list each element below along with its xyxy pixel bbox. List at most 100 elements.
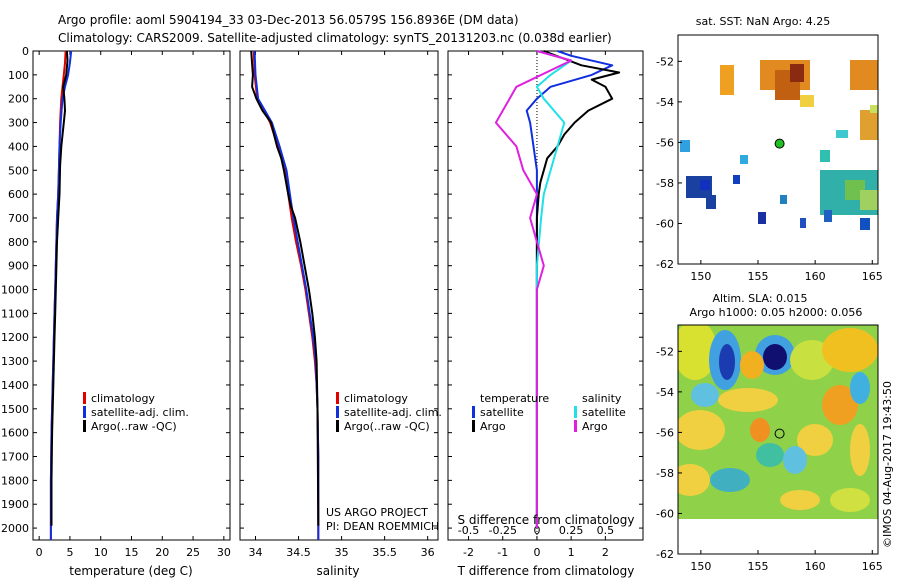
y-tick-label: 1200 bbox=[1, 331, 29, 344]
map-y-tick-label: -54 bbox=[656, 386, 674, 399]
sla-eddy bbox=[691, 383, 719, 407]
sla-map-subtitle: Argo h1000: 0.05 h2000: 0.056 bbox=[690, 306, 863, 319]
credit-line2: PI: DEAN ROEMMICH bbox=[326, 520, 439, 533]
x-tick-label: 2 bbox=[602, 546, 609, 559]
legend-label-argo: Argo(..raw -QC) bbox=[91, 420, 177, 433]
x-tick-label: 0 bbox=[36, 546, 43, 559]
figure-title-line2: Climatology: CARS2009. Satellite-adjuste… bbox=[58, 31, 612, 45]
legend-swatch-climatology bbox=[83, 392, 86, 404]
sst-map-cells bbox=[680, 60, 878, 230]
legend-label-sal-argo: Argo bbox=[582, 420, 608, 433]
legend-swatch-sal-satellite bbox=[574, 406, 577, 418]
map-y-tick-label: -56 bbox=[656, 136, 674, 149]
sst-cell bbox=[860, 218, 870, 230]
map-x-tick-label: 150 bbox=[690, 560, 711, 573]
imos-timestamp: ©IMOS 04-Aug-2017 19:43:50 bbox=[881, 381, 894, 548]
sst-cell bbox=[820, 150, 830, 162]
map-y-tick-label: -62 bbox=[656, 548, 674, 561]
map-y-tick-label: -52 bbox=[656, 345, 674, 358]
legend-swatch-argo bbox=[336, 420, 339, 432]
sla-eddy bbox=[750, 418, 770, 442]
y-tick-label: 2000 bbox=[1, 522, 29, 535]
map-y-tick-label: -52 bbox=[656, 55, 674, 68]
legend-label-satellite: satellite-adj. clim. bbox=[344, 406, 442, 419]
difference-x2label: S difference from climatology bbox=[458, 513, 635, 527]
sla-eddy bbox=[678, 410, 725, 450]
y-tick-label: 300 bbox=[8, 117, 29, 130]
sla-eddy bbox=[850, 372, 870, 404]
x-tick-label: 36 bbox=[421, 546, 435, 559]
difference-xlabel: T difference from climatology bbox=[457, 564, 635, 578]
x-tick-label: 1 bbox=[568, 546, 575, 559]
sla-eddy bbox=[780, 490, 820, 510]
sla-eddy bbox=[710, 468, 750, 492]
x2-tick-label: 0.5 bbox=[597, 524, 615, 537]
y-tick-label: 600 bbox=[8, 188, 29, 201]
series-line-climatology bbox=[252, 50, 320, 540]
x2-tick-label: 0 bbox=[533, 524, 540, 537]
x-tick-label: 15 bbox=[125, 546, 139, 559]
sla-eddy bbox=[719, 344, 735, 380]
series-line-satellite-adj-clim bbox=[49, 50, 73, 540]
sst-cell bbox=[836, 130, 848, 138]
temperature-plot-frame bbox=[32, 50, 231, 541]
sla-map-frame bbox=[677, 324, 879, 555]
difference-legend: temperature satellite Argo salinity sate… bbox=[472, 392, 626, 433]
map-y-tick-label: -56 bbox=[656, 426, 674, 439]
x-tick-label: 20 bbox=[155, 546, 169, 559]
argo-position-marker bbox=[774, 138, 785, 149]
x-tick-label: 0 bbox=[533, 546, 540, 559]
sla-eddy bbox=[830, 488, 870, 512]
x-tick-label: 25 bbox=[186, 546, 200, 559]
legend-swatch-sal-argo bbox=[574, 420, 577, 432]
x-tick-label: 35 bbox=[335, 546, 349, 559]
sla-eddy bbox=[740, 351, 764, 379]
salinity-plot: 34 34.5 35 35.5 36 bbox=[240, 50, 438, 559]
temperature-legend: climatology satellite-adj. clim. Argo(..… bbox=[83, 392, 189, 433]
sla-eddy bbox=[797, 424, 833, 456]
y-tick-label: 900 bbox=[8, 260, 29, 273]
x-tick-label: 5 bbox=[66, 546, 73, 559]
y-tick-label: 800 bbox=[8, 236, 29, 249]
sst-cell bbox=[740, 155, 748, 164]
legend-label-climatology: climatology bbox=[91, 392, 155, 405]
difference-plot-frame bbox=[447, 50, 644, 541]
map-x-tick-label: 150 bbox=[690, 270, 711, 283]
legend-swatch-argo bbox=[83, 420, 86, 432]
legend-title-temperature: temperature bbox=[480, 392, 549, 405]
sst-cell bbox=[733, 175, 740, 184]
x-tick-label: 34 bbox=[248, 546, 262, 559]
map-y-tick-label: -60 bbox=[656, 217, 674, 230]
sst-cell bbox=[860, 190, 878, 210]
legend-swatch-climatology bbox=[336, 392, 339, 404]
y-tick-label: 1600 bbox=[1, 427, 29, 440]
y-tick-label: 500 bbox=[8, 164, 29, 177]
temperature-plot: 0100200300400500600700800900100011001200… bbox=[1, 45, 231, 559]
x-tick-label: 30 bbox=[217, 546, 231, 559]
x-tick-label: 34.5 bbox=[286, 546, 311, 559]
legend-swatch-temp-argo bbox=[472, 420, 475, 432]
map-x-tick-label: 155 bbox=[748, 560, 769, 573]
map-y-tick-label: -54 bbox=[656, 96, 674, 109]
sst-cell bbox=[870, 105, 878, 113]
sst-map-frame bbox=[677, 34, 879, 265]
salinity-plot-frame bbox=[239, 50, 439, 541]
legend-swatch-temp-satellite bbox=[472, 406, 475, 418]
sst-cell bbox=[680, 140, 690, 152]
y-tick-label: 200 bbox=[8, 93, 29, 106]
y-tick-label: 1700 bbox=[1, 451, 29, 464]
sst-cell bbox=[700, 180, 710, 190]
difference-plot: -2 -1 0 1 2 -0.5 -0.25 0 0.25 0.5 bbox=[448, 50, 643, 559]
sst-cell bbox=[790, 64, 804, 82]
sla-eddy bbox=[822, 385, 858, 425]
sst-cell bbox=[860, 110, 878, 140]
legend-label-sal-satellite: satellite bbox=[582, 406, 626, 419]
y-tick-label: 1400 bbox=[1, 379, 29, 392]
y-tick-label: 1800 bbox=[1, 474, 29, 487]
legend-label-climatology: climatology bbox=[344, 392, 408, 405]
sla-eddy bbox=[783, 446, 807, 474]
y-tick-label: 0 bbox=[22, 45, 29, 58]
x-tick-label: 35.5 bbox=[372, 546, 397, 559]
map-x-tick-label: 165 bbox=[862, 560, 883, 573]
sla-eddy bbox=[718, 388, 778, 412]
